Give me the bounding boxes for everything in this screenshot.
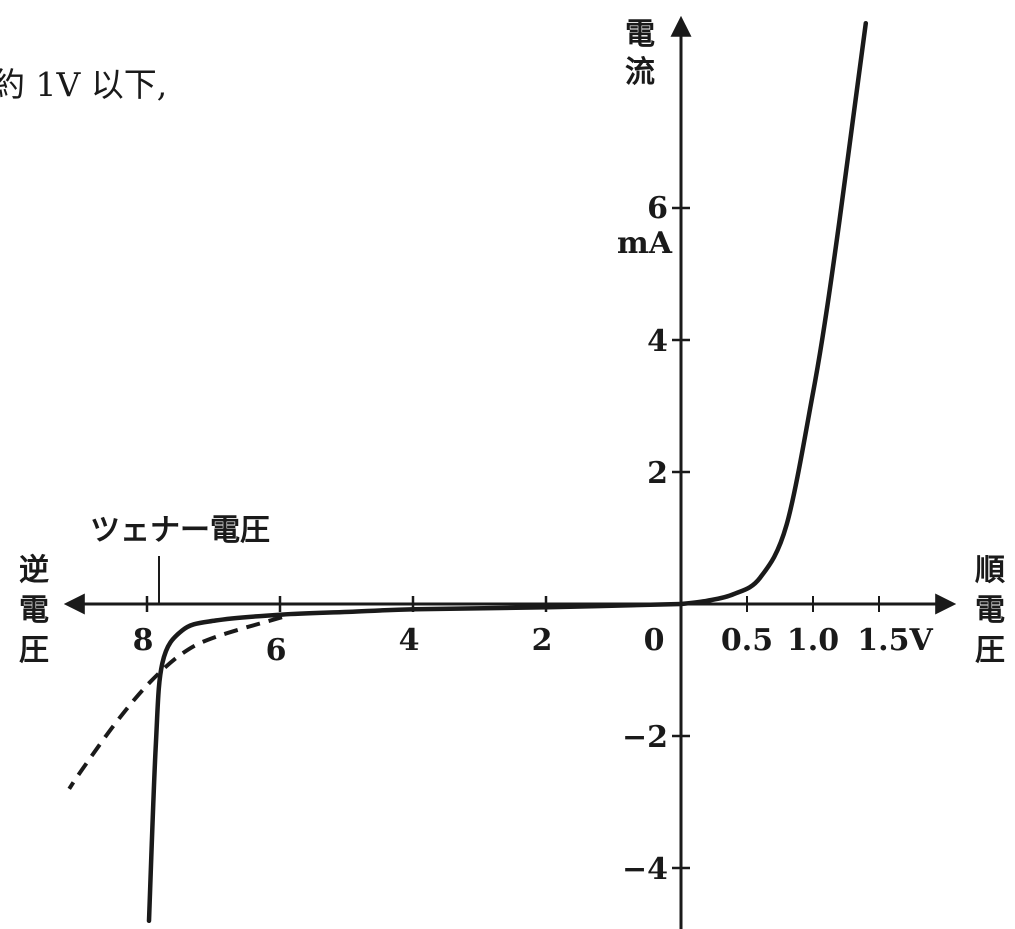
- y-tick-label: 2: [647, 456, 668, 491]
- x-reverse-label-char: 逆: [19, 553, 49, 588]
- x-ticks-reverse: 8 6 4 2: [133, 596, 553, 668]
- y-tick-label: 4: [647, 324, 668, 359]
- x-forward-label-char: 圧: [975, 633, 1005, 668]
- x-ticks-forward: 0.5 1.0 1.5V: [721, 596, 933, 658]
- series-solid-reverse-curve: [146, 601, 684, 924]
- x-tick-label: 4: [399, 623, 420, 658]
- text-fragment: 約 1V 以下,: [0, 65, 167, 104]
- y-tick-label: 6: [647, 191, 668, 226]
- y-axis-label-char: 流: [625, 55, 655, 90]
- y-unit-label: mA: [617, 226, 673, 261]
- x-tick-label-origin: 0: [644, 623, 665, 658]
- x-tick-label: 1.5V: [857, 623, 933, 658]
- x-forward-label-char: 電: [975, 593, 1005, 628]
- x-forward-label: 順 電 圧: [975, 553, 1005, 668]
- x-reverse-label: 逆 電 圧: [19, 553, 49, 668]
- series-solid-forward-curve: [678, 20, 869, 607]
- y-tick-label: −2: [622, 720, 668, 755]
- x-tick-label: 2: [532, 623, 553, 658]
- x-reverse-label-char: 電: [19, 593, 49, 628]
- y-tick-label: −4: [622, 852, 668, 887]
- x-forward-label-char: 順: [975, 553, 1005, 588]
- x-tick-label: 6: [266, 633, 287, 668]
- y-axis-label: 電 流: [625, 17, 655, 90]
- x-tick-label: 0.5: [721, 623, 773, 658]
- series-dashed-reverse-curve: [67, 615, 283, 790]
- zener-annotation: ツェナー電圧: [90, 513, 270, 548]
- x-tick-label: 8: [133, 623, 154, 658]
- y-ticks: 6 4 2 −2 −4: [622, 191, 690, 887]
- y-axis-label-char: 電: [625, 17, 655, 52]
- x-tick-label: 1.0: [787, 623, 839, 658]
- x-reverse-label-char: 圧: [19, 633, 49, 668]
